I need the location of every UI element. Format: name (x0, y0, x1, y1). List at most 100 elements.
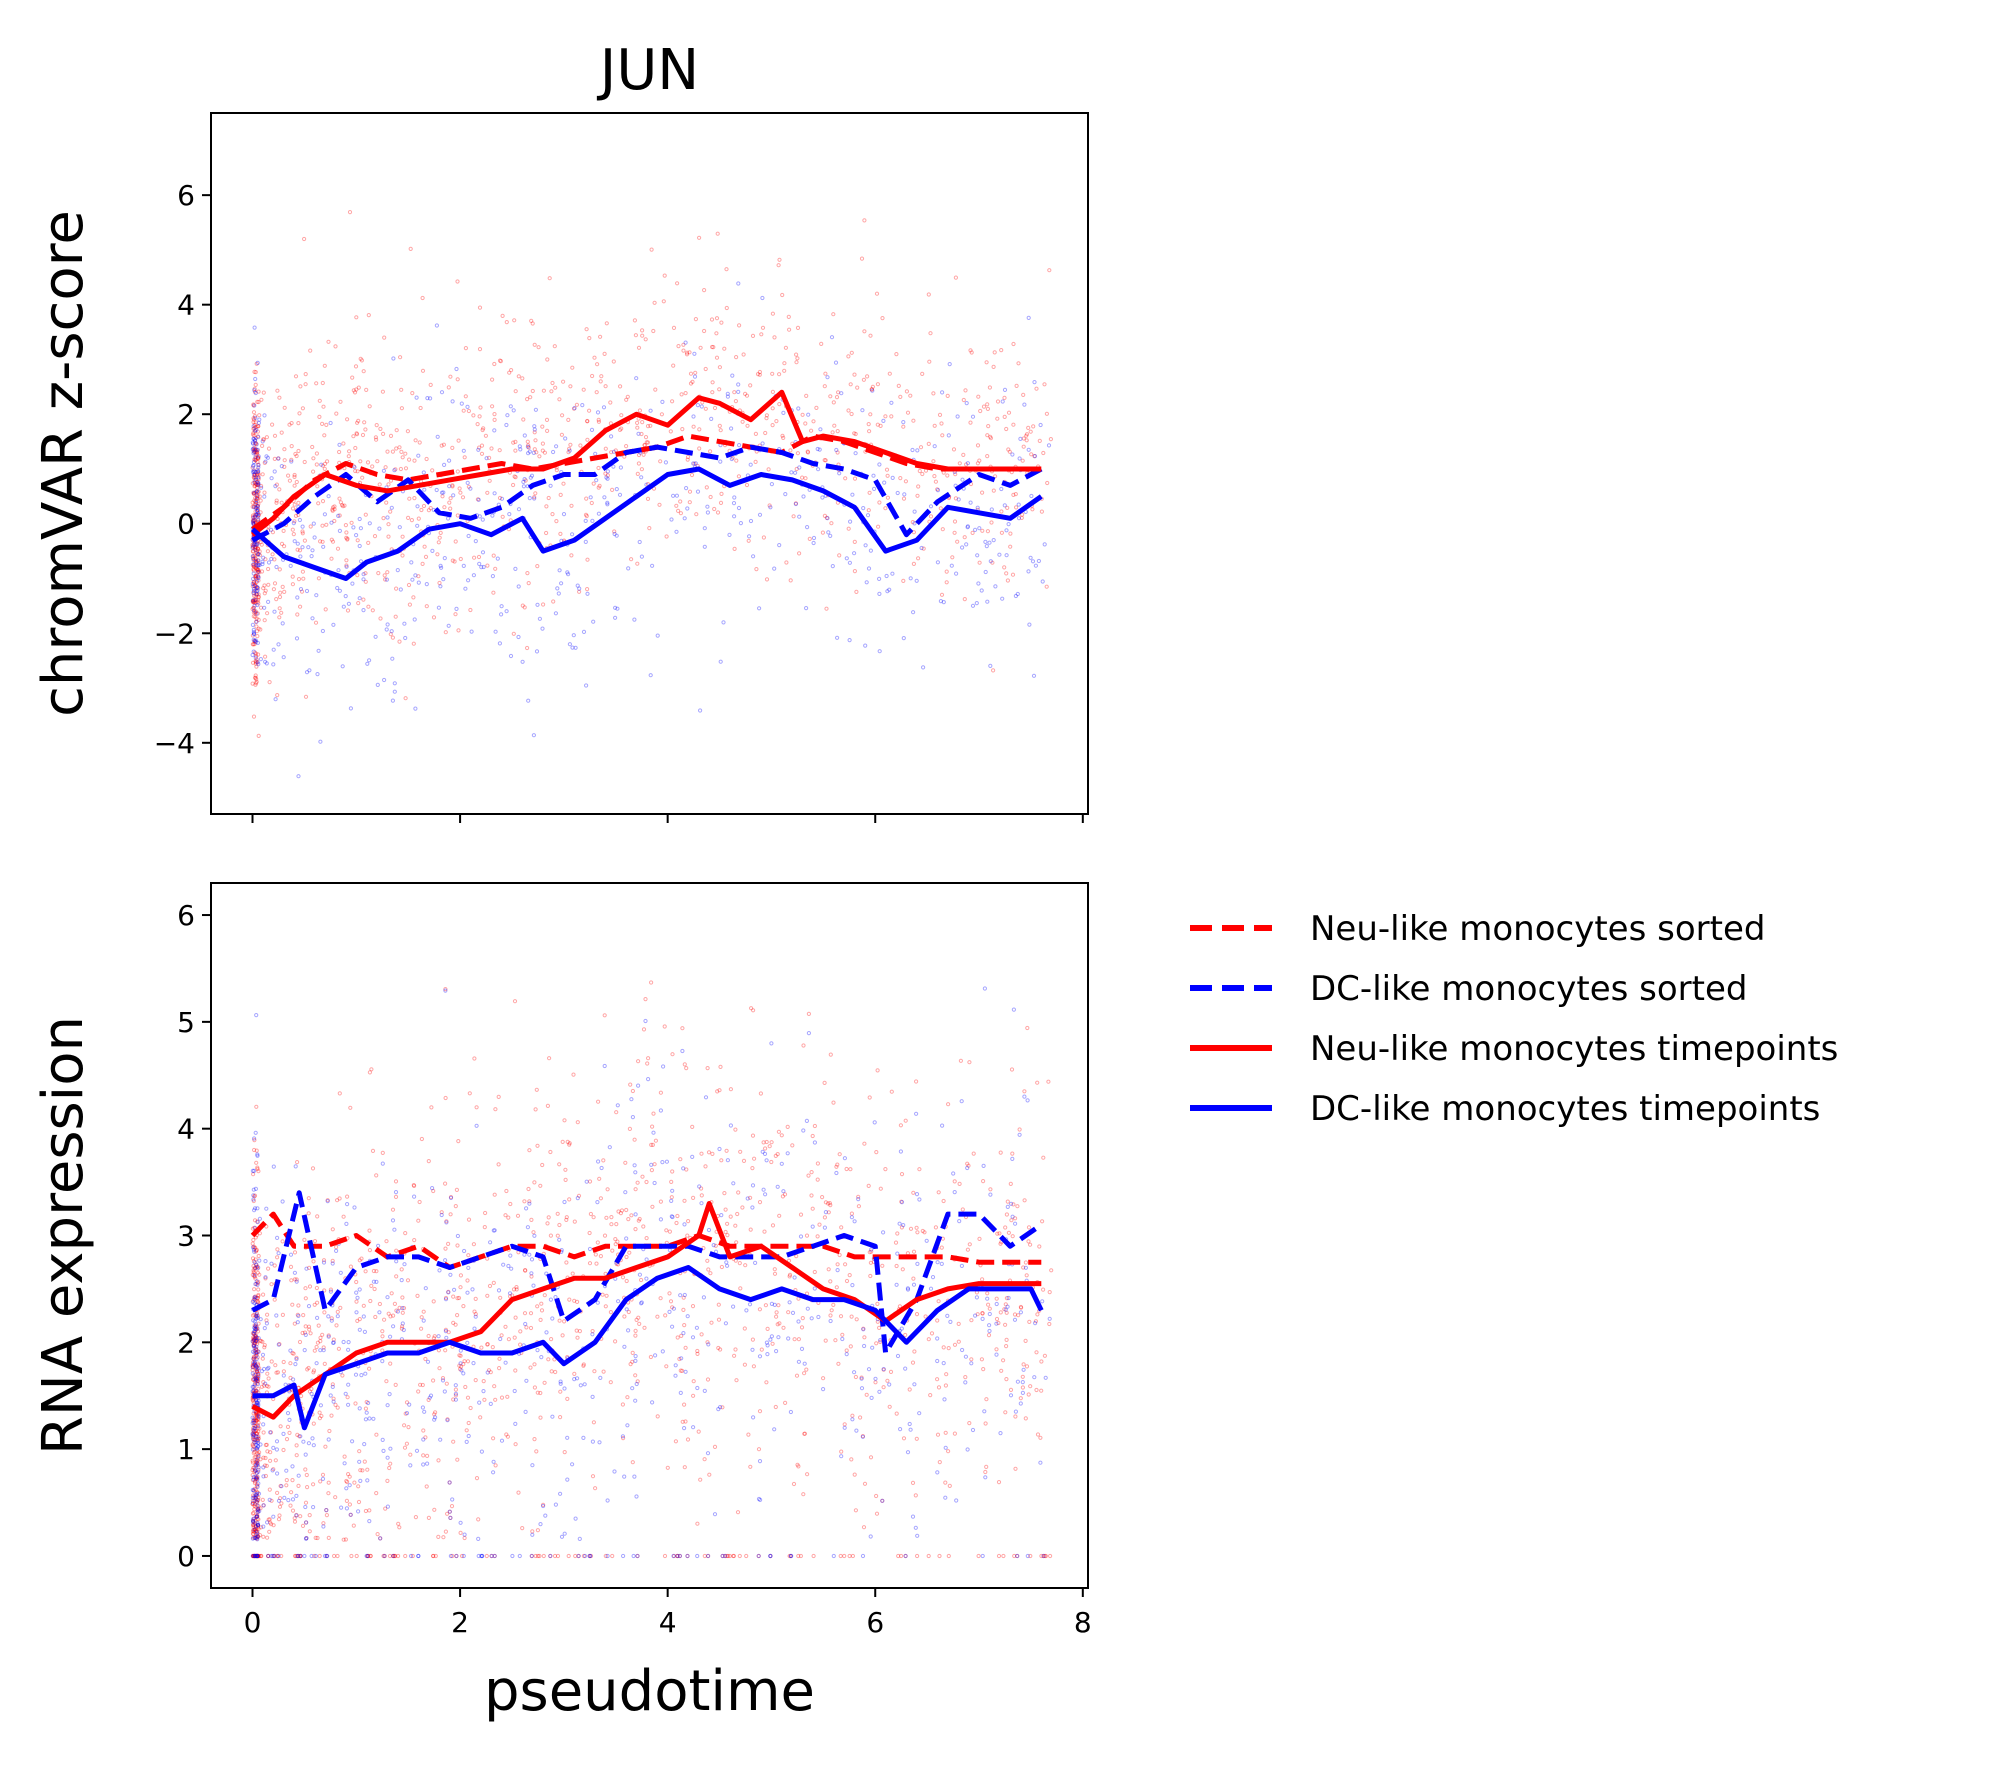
scatter-point (1012, 1553, 1017, 1559)
scatter-point (446, 1290, 451, 1295)
scatter-point (810, 1206, 815, 1211)
scatter-point (768, 505, 773, 510)
scatter-point (553, 611, 559, 616)
scatter-point (254, 506, 259, 511)
scatter-point (425, 1461, 430, 1466)
scatter-point (335, 585, 340, 591)
scatter-point (718, 1064, 723, 1070)
scatter-point (590, 1394, 595, 1400)
scatter-point (815, 1234, 820, 1239)
scatter-point (254, 1459, 259, 1464)
scatter-point (298, 587, 304, 592)
scatter-point (733, 1127, 738, 1132)
scatter-point (255, 1484, 260, 1490)
scatter-point (265, 1535, 270, 1540)
scatter-point (253, 1524, 259, 1529)
scatter-point (688, 381, 694, 386)
scatter-point (463, 394, 468, 399)
scatter-point (435, 434, 440, 439)
scatter-point (566, 450, 571, 455)
scatter-point (613, 605, 618, 610)
scatter-point (776, 1129, 782, 1134)
scatter-point (253, 1364, 258, 1369)
scatter-point (983, 1421, 988, 1426)
scatter-point (1024, 438, 1029, 443)
scatter-point (585, 587, 590, 592)
scatter-point (257, 1426, 262, 1431)
scatter-point (1024, 432, 1030, 437)
scatter-point (253, 1416, 258, 1421)
scatter-point (303, 1324, 308, 1329)
legend-label: Neu-like monocytes timepoints (1310, 1029, 1838, 1069)
scatter-point (384, 1379, 389, 1384)
scatter-point (1008, 1393, 1014, 1398)
scatter-point (378, 1536, 383, 1541)
scatter-point (961, 397, 966, 403)
scatter-point (465, 404, 470, 409)
scatter-point (866, 1367, 872, 1372)
scatter-point (1040, 1219, 1045, 1224)
scatter-point (255, 1166, 260, 1172)
scatter-point (584, 513, 589, 519)
scatter-point (302, 538, 307, 543)
scatter-point (946, 433, 951, 438)
scatter-point (419, 1315, 424, 1320)
scatter-point (403, 466, 409, 471)
scatter-point (684, 1167, 689, 1172)
scatter-point (458, 1361, 463, 1366)
scatter-point (253, 660, 258, 665)
scatter-point (634, 1381, 639, 1387)
scatter-point (1021, 444, 1026, 449)
scatter-point (988, 436, 994, 441)
scatter-point (302, 459, 307, 465)
scatter-point (783, 1400, 788, 1406)
scatter-point (941, 600, 946, 605)
scatter-point (255, 1313, 260, 1318)
scatter-point (513, 1442, 518, 1447)
scatter-point (625, 1395, 630, 1400)
scatter-point (811, 540, 816, 546)
scatter-point (257, 563, 262, 568)
scatter-point (535, 1390, 540, 1395)
scatter-point (277, 567, 282, 572)
scatter-point (433, 1553, 438, 1559)
scatter-point (781, 1325, 786, 1330)
scatter-point (365, 661, 370, 666)
scatter-point (256, 501, 261, 506)
scatter-point (613, 1339, 618, 1344)
scatter-point (251, 1426, 256, 1431)
scatter-point (252, 1360, 257, 1365)
scatter-point (250, 1511, 256, 1516)
scatter-point (281, 1373, 286, 1378)
scatter-point (605, 1187, 610, 1192)
scatter-point (827, 1201, 832, 1206)
scatter-point (426, 1515, 431, 1521)
scatter-point (367, 658, 372, 663)
scatter-point (702, 1553, 707, 1559)
scatter-point (254, 1475, 259, 1480)
scatter-point (256, 594, 261, 599)
scatter-point (691, 1425, 696, 1430)
scatter-point (504, 609, 509, 614)
scatter-point (601, 1369, 606, 1374)
scatter-point (266, 1266, 271, 1271)
scatter-point (431, 1553, 436, 1559)
scatter-point (653, 387, 658, 392)
scatter-point (575, 1376, 580, 1381)
scatter-point (940, 433, 945, 438)
scatter-point (296, 1303, 301, 1308)
scatter-point (676, 344, 681, 349)
scatter-point (253, 1376, 258, 1381)
scatter-point (596, 511, 602, 516)
scatter-point (436, 540, 441, 545)
scatter-point (256, 1553, 261, 1559)
scatter-point (447, 1480, 452, 1485)
scatter-point (256, 1363, 261, 1368)
scatter-point (1040, 579, 1045, 584)
scatter-point (363, 579, 368, 584)
scatter-point (729, 456, 734, 462)
scatter-point (251, 1516, 257, 1521)
scatter-point (430, 548, 435, 554)
scatter-point (355, 538, 360, 543)
scatter-point (326, 1437, 331, 1442)
